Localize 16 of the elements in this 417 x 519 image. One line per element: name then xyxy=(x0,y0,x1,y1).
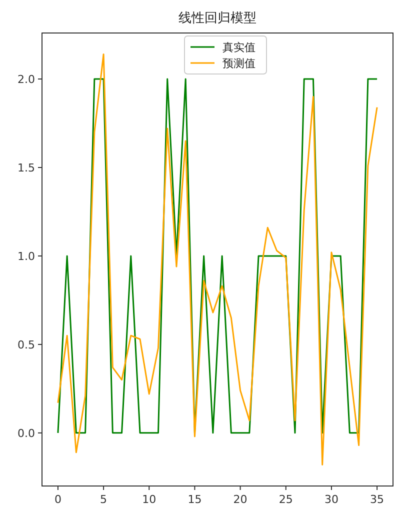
y-tick-label: 1.5 xyxy=(18,161,35,174)
x-tick-label: 10 xyxy=(142,493,156,506)
x-tick-label: 15 xyxy=(188,493,202,506)
y-tick-label: 2.0 xyxy=(18,73,35,86)
x-tick-label: 25 xyxy=(278,493,293,506)
legend-label: 预测值 xyxy=(222,57,256,70)
x-tick-label: 20 xyxy=(233,493,248,506)
x-tick-label: 5 xyxy=(100,493,108,506)
x-tick-label: 30 xyxy=(324,493,338,506)
legend-label: 真实值 xyxy=(222,41,256,54)
chart-title: 线性回归模型 xyxy=(178,11,256,26)
y-tick-label: 0.5 xyxy=(18,338,35,352)
y-tick-label: 0.0 xyxy=(18,426,35,440)
x-tick-label: 35 xyxy=(370,493,384,506)
x-tick-label: 0 xyxy=(54,493,62,506)
y-tick-label: 1.0 xyxy=(18,250,35,263)
